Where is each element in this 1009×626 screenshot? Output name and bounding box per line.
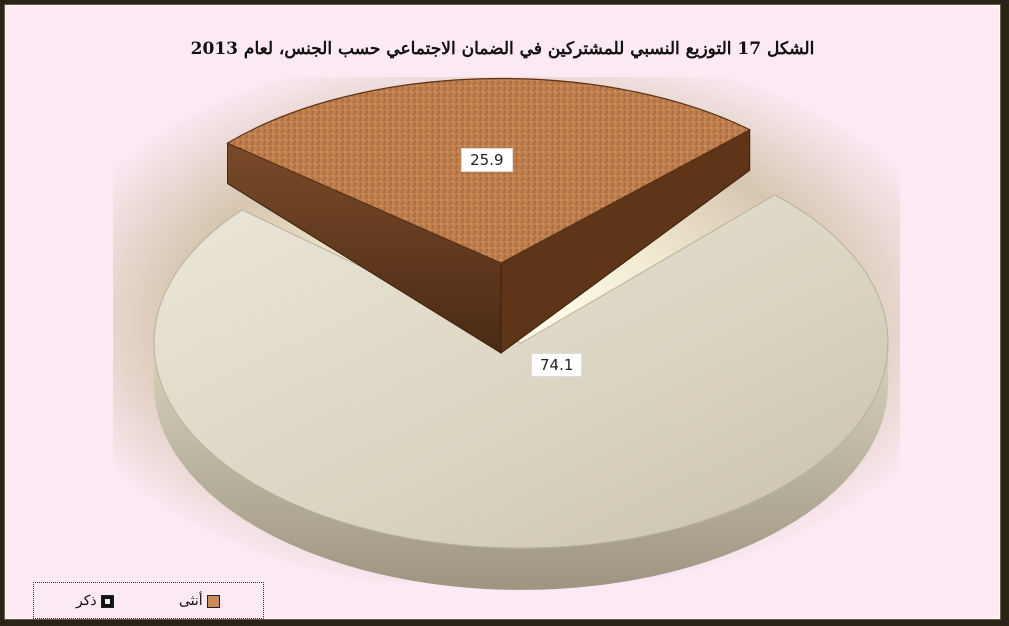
pie-chart xyxy=(153,77,889,590)
legend-item-female: أنثى xyxy=(179,593,220,609)
legend-item-male: ذكر xyxy=(76,593,114,609)
chart-legend: أنثى ذكر xyxy=(33,582,264,619)
data-label-female: 25.9 xyxy=(461,147,513,172)
male-slice xyxy=(153,194,889,549)
legend-label-female: أنثى xyxy=(179,593,203,609)
male-slice-side xyxy=(154,343,888,590)
legend-label-male: ذكر xyxy=(76,593,97,609)
chart-title: الشكل 17 التوزيع النسبي للمشتركين في الض… xyxy=(190,39,815,59)
legend-swatch-male xyxy=(100,594,114,608)
data-label-male: 74.1 xyxy=(531,353,583,377)
legend-swatch-female xyxy=(206,594,220,608)
pie-slices xyxy=(153,77,889,590)
chart-frame: الشكل 17 التوزيع النسبي للمشتركين في الض… xyxy=(4,4,1001,620)
